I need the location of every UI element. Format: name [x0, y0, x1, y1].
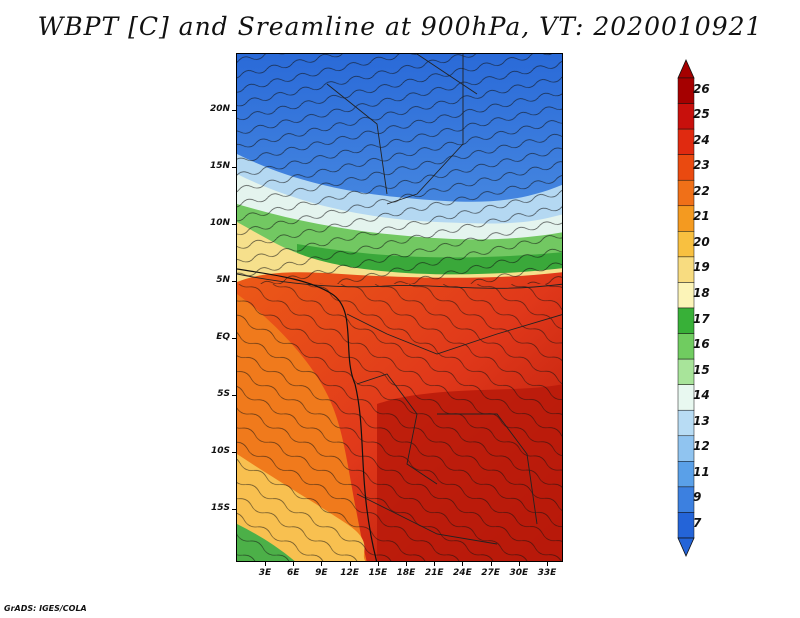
lat-tick	[232, 110, 236, 111]
lon-label: 21E	[424, 568, 444, 578]
colorbar-level-label: 16	[693, 337, 710, 352]
lon-label: 18E	[396, 568, 416, 578]
chart-title: WBPT [C] and Sreamline at 900hPa, VT: 20…	[37, 12, 763, 41]
colorbar-level-label: 12	[693, 439, 710, 454]
lat-label: 5S	[217, 389, 230, 399]
lon-label: 30E	[509, 568, 529, 578]
colorbar-segment	[677, 435, 695, 462]
lon-tick	[265, 562, 266, 566]
colorbar-level-label: 17	[693, 311, 710, 326]
lon-label: 15E	[368, 568, 388, 578]
lon-label: 3E	[258, 568, 272, 578]
colorbar-level-label: 25	[693, 107, 710, 122]
lat-tick	[232, 224, 236, 225]
colorbar	[677, 59, 695, 557]
streamlines-north	[237, 54, 562, 284]
lon-tick	[349, 562, 351, 566]
lat-tick	[232, 281, 236, 282]
colorbar-level-label: 18	[693, 286, 710, 300]
colorbar-segment	[677, 231, 695, 258]
colorbar-level-label: 19	[693, 260, 710, 275]
wbpt-field-map	[237, 54, 562, 561]
lon-label: 12E	[340, 568, 359, 578]
colorbar-segment	[677, 307, 695, 334]
colorbar-segment	[677, 461, 695, 488]
streamlines-south	[237, 284, 562, 561]
lon-tick	[321, 562, 323, 566]
colorbar-segment	[677, 384, 695, 411]
colorbar-level-label: 15	[693, 362, 710, 377]
map-panel	[236, 53, 563, 562]
lon-tick	[377, 562, 379, 566]
lat-tick	[232, 395, 236, 396]
lon-label: 24E	[453, 568, 472, 578]
colorbar-segment	[677, 409, 695, 437]
lat-tick	[232, 338, 236, 339]
lat-label: EQ	[216, 332, 230, 342]
lat-tick	[232, 452, 236, 453]
lat-label: 5N	[216, 275, 230, 285]
lat-tick	[232, 167, 236, 168]
colorbar-segment	[677, 77, 695, 104]
colorbar-segment	[677, 205, 695, 232]
colorbar-level-label: 13	[693, 413, 710, 428]
lon-label: 9E	[315, 568, 328, 578]
grads-credit: GrADS: IGES/COLA	[4, 604, 87, 613]
colorbar-level-label: 9	[693, 490, 702, 505]
colorbar-segment	[677, 128, 695, 155]
lon-tick	[462, 562, 464, 566]
colorbar-level-label: 23	[693, 158, 710, 173]
colorbar-segment	[677, 179, 695, 207]
colorbar-level-label: 20	[693, 234, 710, 249]
country-borders	[237, 54, 562, 545]
lon-label: 27E	[481, 568, 500, 578]
lon-tick	[434, 562, 436, 566]
colorbar-segment	[677, 333, 695, 360]
colorbar-segment	[677, 486, 695, 513]
lat-tick	[232, 509, 236, 510]
colorbar-segment	[677, 154, 695, 181]
lat-label: 20N	[209, 104, 230, 114]
coastline	[237, 268, 378, 561]
colorbar-level-label: 11	[693, 464, 710, 479]
colorbar-bottom-arrow	[677, 537, 695, 557]
colorbar-level-label: 7	[693, 516, 702, 530]
lon-tick	[518, 562, 520, 566]
colorbar-segment	[677, 358, 695, 385]
colorbar-segment	[677, 103, 695, 130]
lon-label: 6E	[286, 568, 300, 578]
colorbar-level-label: 14	[693, 388, 710, 403]
colorbar-segment	[677, 512, 695, 539]
lat-label: 15N	[209, 161, 230, 171]
lon-tick	[406, 562, 407, 566]
colorbar-segment	[677, 256, 695, 283]
lat-label: 15S	[210, 503, 230, 513]
colorbar-level-label: 21	[693, 209, 710, 224]
colorbar-level-label: 22	[693, 183, 710, 198]
lon-tick	[547, 562, 548, 566]
lat-label: 10N	[209, 218, 230, 228]
colorbar-level-label: 26	[693, 81, 710, 96]
lon-label: 33E	[537, 568, 557, 578]
colorbar-top-arrow	[677, 59, 695, 79]
lon-tick	[490, 562, 492, 566]
colorbar-segment	[677, 282, 695, 309]
lon-tick	[293, 562, 295, 566]
lat-label: 10S	[210, 446, 230, 456]
colorbar-level-label: 24	[693, 132, 710, 147]
